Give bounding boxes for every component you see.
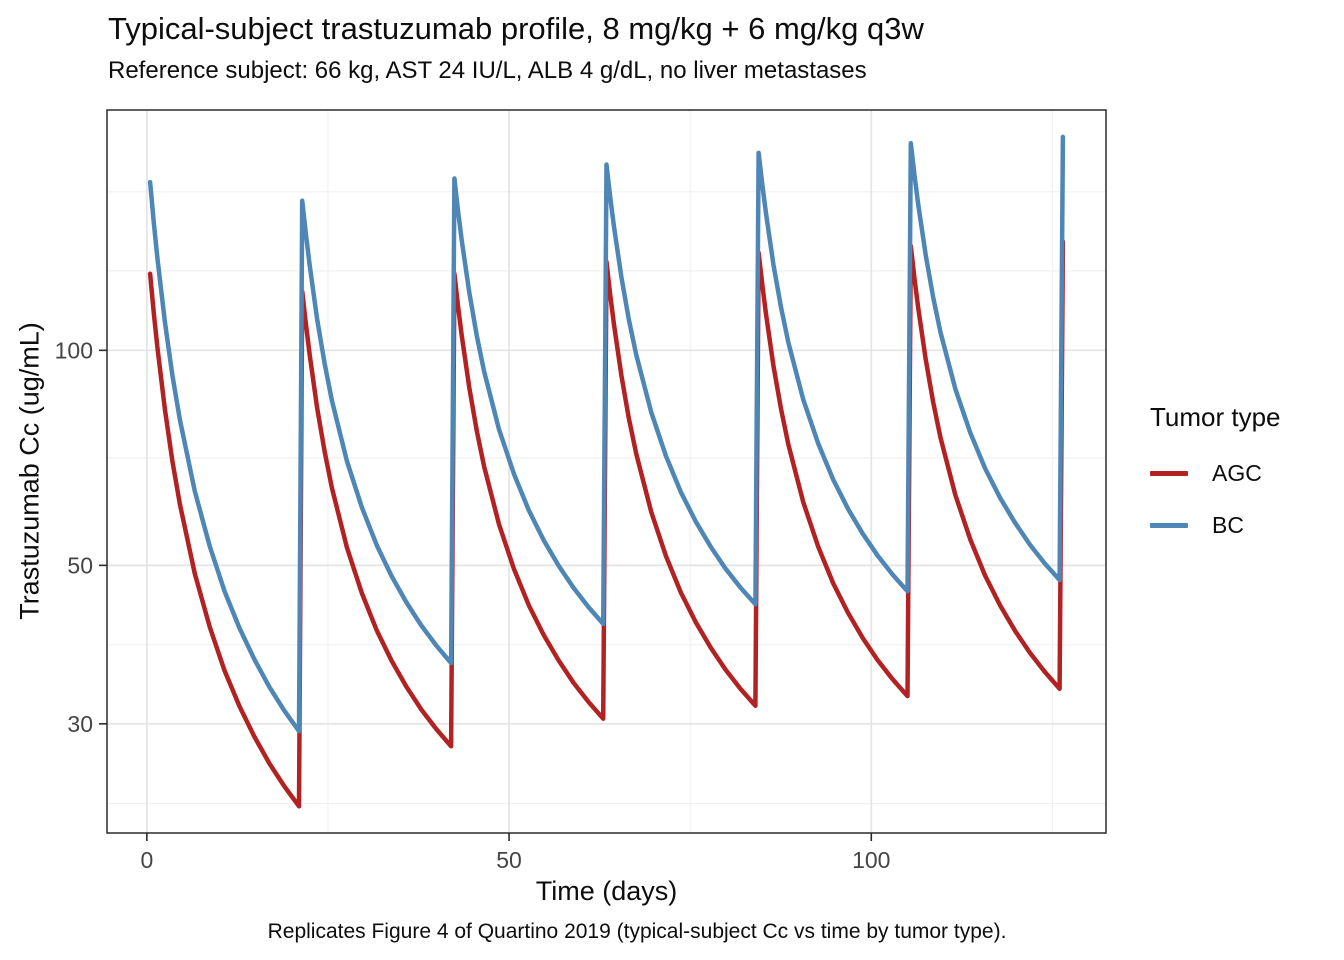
legend-item-agc: AGC: [1150, 447, 1281, 499]
x-axis-title: Time (days): [535, 876, 678, 906]
legend-items: AGC BC: [1150, 447, 1281, 551]
x-tick-label: 0: [140, 847, 153, 873]
legend-label-bc: BC: [1212, 511, 1244, 538]
x-tick-label: 50: [496, 847, 522, 873]
x-tick-label: 100: [852, 847, 890, 873]
legend-item-bc: BC: [1150, 499, 1281, 551]
panel-border: [106, 109, 1107, 834]
y-tick-label: 30: [67, 711, 93, 737]
y-axis-title: Trastuzumab Cc (ug/mL): [14, 322, 45, 620]
chart-title: Typical-subject trastuzumab profile, 8 m…: [108, 11, 924, 46]
y-tick-label: 100: [55, 337, 93, 363]
chart-caption: Replicates Figure 4 of Quartino 2019 (ty…: [267, 920, 1007, 943]
legend: Tumor type AGC BC: [1150, 402, 1281, 551]
legend-label-agc: AGC: [1212, 459, 1262, 486]
legend-title: Tumor type: [1150, 402, 1281, 432]
y-tick-label: 50: [67, 552, 93, 578]
legend-swatch-bc: [1150, 522, 1188, 528]
series-line-bc: [147, 134, 1066, 734]
legend-swatch-agc: [1150, 470, 1188, 476]
chart-subtitle: Reference subject: 66 kg, AST 24 IU/L, A…: [108, 57, 867, 84]
